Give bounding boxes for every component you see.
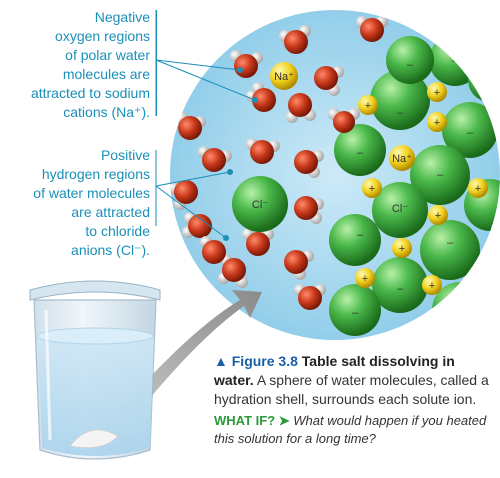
svg-text:+: + <box>475 183 481 195</box>
salt-pile <box>69 429 119 449</box>
beaker <box>29 280 161 460</box>
svg-text:–: – <box>352 307 359 319</box>
label-hydrogen-regions: Positive hydrogen regions of water molec… <box>10 146 150 260</box>
svg-text:–: – <box>437 169 444 181</box>
svg-text:–: – <box>397 107 404 119</box>
sodium-ion <box>270 62 298 90</box>
what-if-label: WHAT IF? ➤ <box>214 413 290 428</box>
svg-text:–: – <box>397 283 404 295</box>
label-oxygen-regions: Negative oxygen regions of polar water m… <box>10 8 150 122</box>
svg-text:+: + <box>434 117 440 129</box>
svg-text:+: + <box>362 273 368 285</box>
svg-text:+: + <box>399 243 405 255</box>
magnified-view: + + + + + + + + + – – – – – – – – <box>170 10 500 340</box>
label-line: of water molecules <box>33 185 150 201</box>
svg-text:–: – <box>447 237 454 249</box>
what-if-text: What would happen if you heated this sol… <box>214 413 487 446</box>
label-line: Positive <box>100 147 150 163</box>
figure-title: Table salt dissolving in water. <box>214 353 455 388</box>
bracket-top <box>156 10 157 116</box>
figure-body: A sphere of water molecules, called a hy… <box>214 372 489 407</box>
svg-text:–: – <box>467 127 474 139</box>
svg-text:–: – <box>407 59 414 71</box>
svg-text:+: + <box>434 87 440 99</box>
label-line: anions (Cl⁻). <box>71 242 150 258</box>
lattice-sodium-label: Na⁺ <box>392 153 412 165</box>
chloride-ion <box>232 176 288 232</box>
label-line: molecules are <box>62 66 150 82</box>
figure-caption: ▲ Figure 3.8 Table salt dissolving in wa… <box>214 352 492 409</box>
svg-text:–: – <box>357 229 364 241</box>
label-line: attracted to sodium <box>30 85 150 101</box>
svg-text:–: – <box>357 147 364 159</box>
chloride-ion-label: Cl⁻ <box>252 199 268 211</box>
label-line: of polar water <box>65 47 150 63</box>
label-line: to chloride <box>85 223 150 239</box>
svg-text:+: + <box>429 280 435 292</box>
label-line: cations (Na⁺). <box>63 104 150 120</box>
svg-text:+: + <box>435 210 441 222</box>
svg-text:–: – <box>452 55 459 67</box>
lattice-chloride-label: Cl⁻ <box>392 203 408 215</box>
label-line: oxygen regions <box>55 28 150 44</box>
water-molecules <box>170 16 388 310</box>
svg-text:+: + <box>365 100 371 112</box>
sodium-ion-label: Na⁺ <box>274 71 294 83</box>
svg-text:+: + <box>369 183 375 195</box>
label-line: are attracted <box>71 204 150 220</box>
label-line: Negative <box>94 9 150 25</box>
label-line: hydrogen regions <box>41 166 150 182</box>
what-if-question: WHAT IF? ➤ What would happen if you heat… <box>214 412 492 448</box>
magnification-arrow <box>120 290 262 420</box>
figure-label: ▲ Figure 3.8 <box>214 353 298 369</box>
